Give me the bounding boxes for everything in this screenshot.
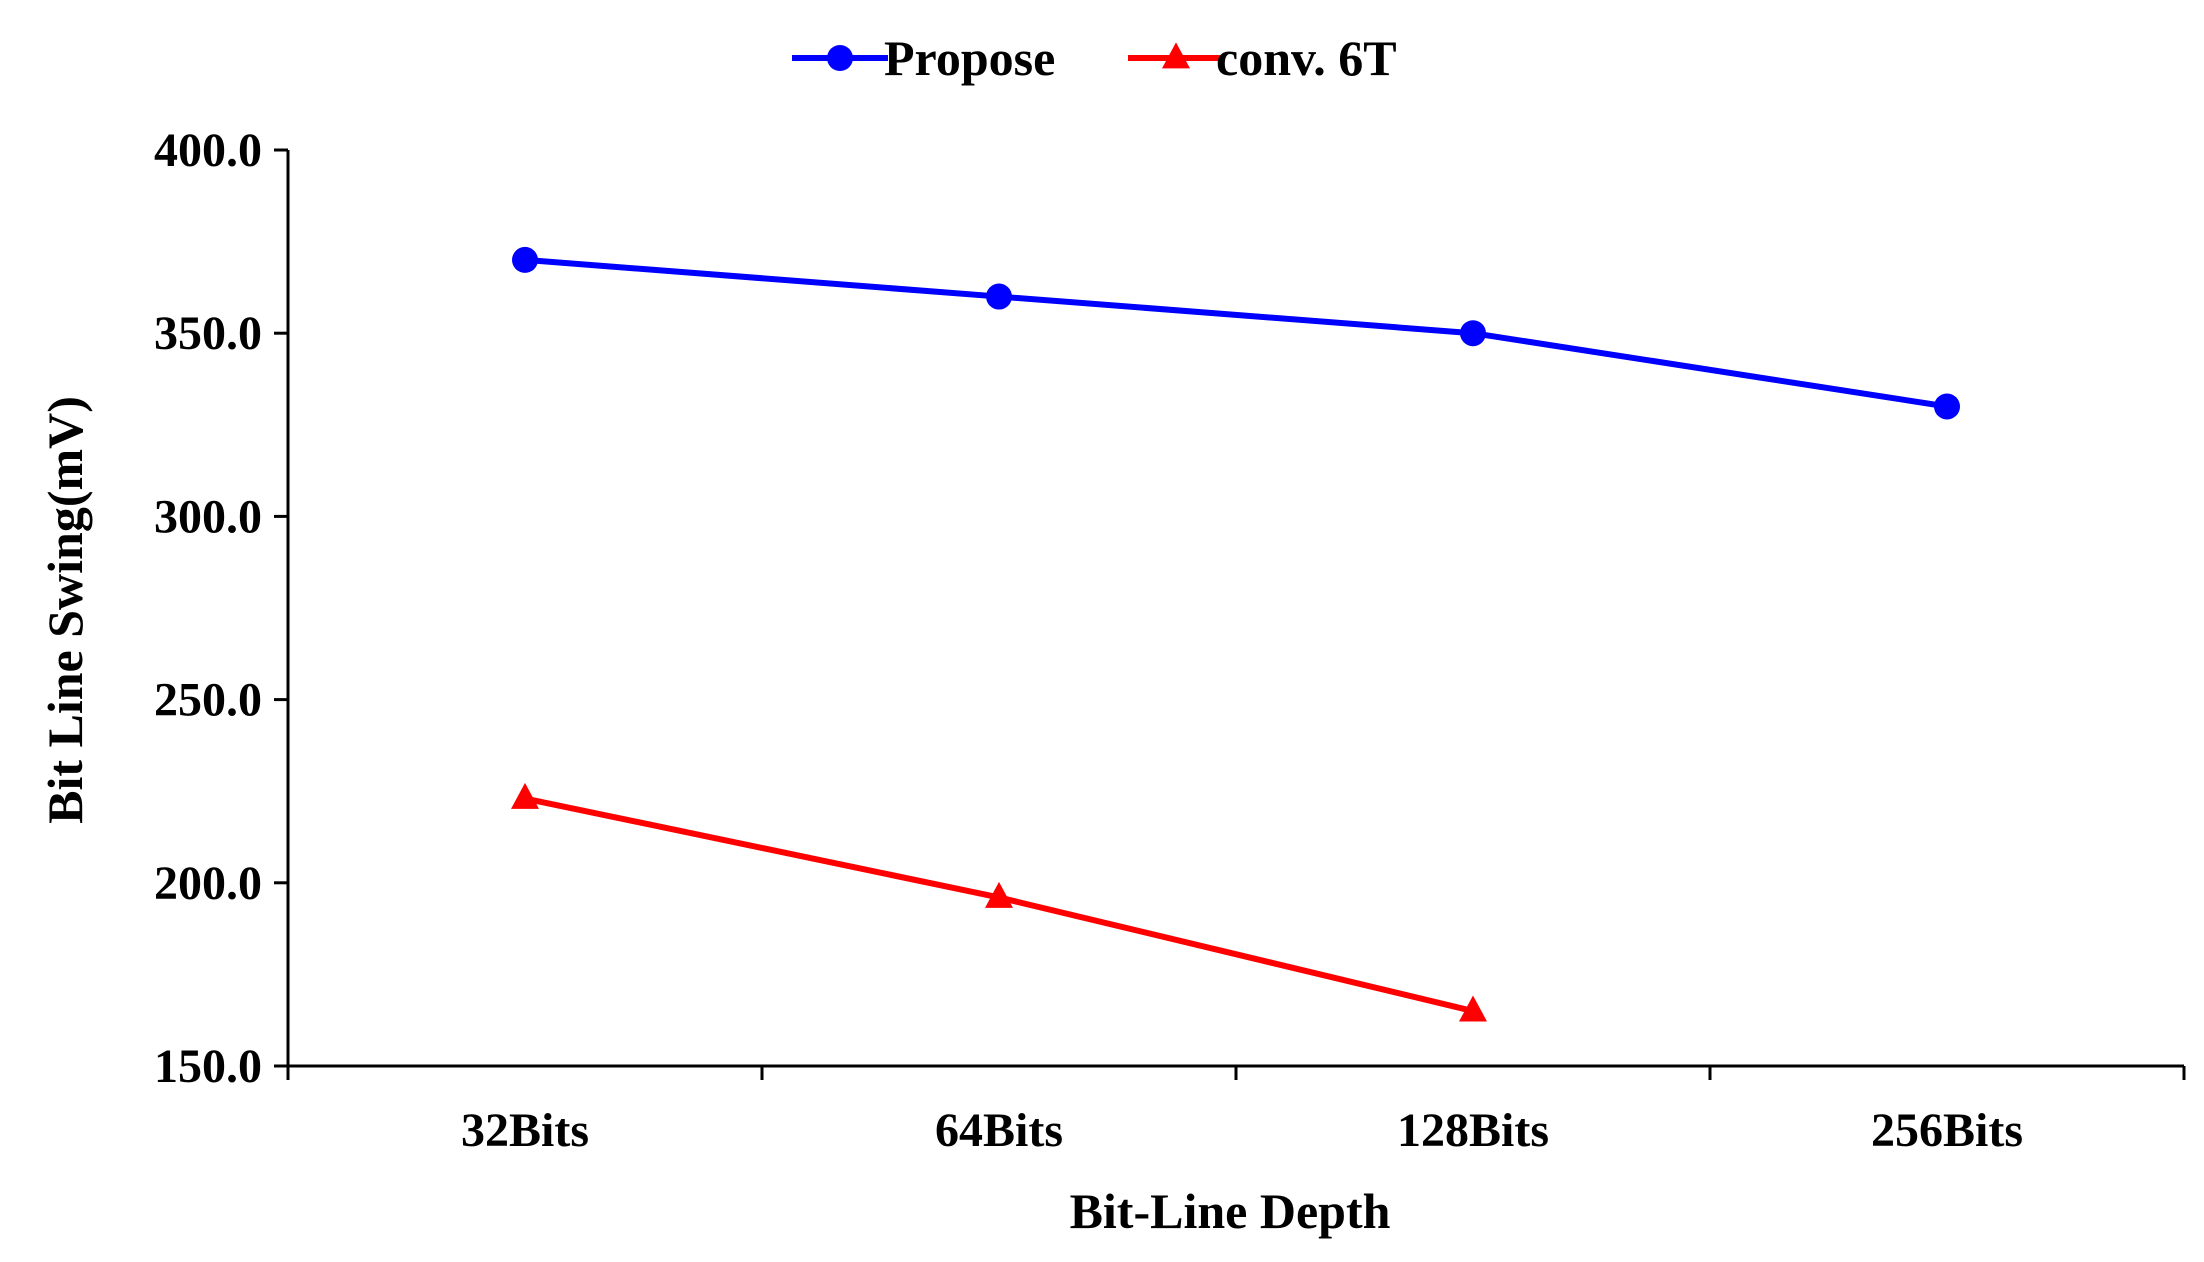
y-tick-label: 200.0 xyxy=(154,857,262,910)
data-point-propose xyxy=(1934,393,1960,420)
y-tick-label: 400.0 xyxy=(154,124,262,177)
data-point-propose xyxy=(986,283,1012,310)
series-conv-6t xyxy=(511,782,1487,1022)
y-axis-title: Bit Line Swing(mV) xyxy=(37,396,93,824)
y-tick-label: 350.0 xyxy=(154,307,262,360)
legend-item-propose: Propose xyxy=(792,30,1055,86)
x-tick-label: 32Bits xyxy=(461,1104,589,1157)
data-point-propose xyxy=(1460,320,1486,347)
y-tick-label: 150.0 xyxy=(154,1040,262,1093)
series-layer xyxy=(511,246,1960,1022)
x-tick-label: 64Bits xyxy=(935,1104,1063,1157)
legend-label: conv. 6T xyxy=(1216,30,1397,86)
series-propose xyxy=(512,246,1960,420)
legend-swatch-marker xyxy=(1162,42,1190,69)
data-point-conv-6t xyxy=(511,782,539,809)
series-line-propose xyxy=(524,256,1948,410)
legend-item-conv-6t: conv. 6T xyxy=(1128,30,1397,86)
legend-swatch-marker xyxy=(827,45,853,71)
data-point-propose xyxy=(512,246,538,273)
x-axis-title: Bit-Line Depth xyxy=(1070,1183,1391,1239)
data-point-conv-6t xyxy=(985,881,1013,908)
data-point-conv-6t xyxy=(1459,995,1487,1022)
x-tick-label: 128Bits xyxy=(1397,1104,1549,1157)
y-tick-label: 250.0 xyxy=(154,674,262,727)
x-tick-label: 256Bits xyxy=(1871,1104,2023,1157)
y-tick-label: 300.0 xyxy=(154,490,262,543)
legend: Propose conv. 6T xyxy=(792,30,1397,86)
y-axis: 150.0 200.0 250.0 300.0 350.0 400.0 xyxy=(154,124,290,1093)
legend-label: Propose xyxy=(884,30,1055,86)
x-axis: 32Bits 64Bits 128Bits 256Bits xyxy=(286,1064,2186,1157)
